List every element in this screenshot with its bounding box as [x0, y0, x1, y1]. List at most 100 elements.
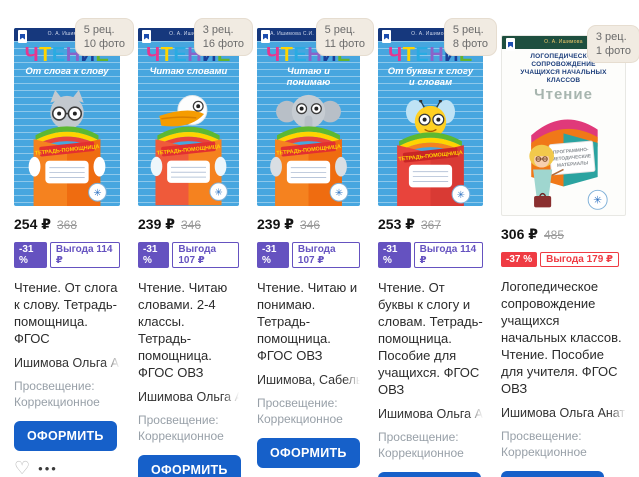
benefit-badge: Выгода 107 ₽: [172, 242, 239, 268]
publisher-emblem-icon: [329, 182, 349, 202]
svg-text:✳: ✳: [335, 188, 343, 199]
price-row: 254 ₽ 368: [14, 216, 120, 233]
publisher-label: Просвещение: Коррекционное: [378, 430, 464, 460]
checkout-button[interactable]: ОФОРМИТЬ: [501, 471, 604, 477]
product-title[interactable]: Чтение. Читаю и понимаю. Тетрадь-помощни…: [257, 280, 358, 363]
book-cover[interactable]: О.А. Ишимова С.И. Сабельникова ЧТЕНИЕ Чи…: [257, 28, 360, 206]
product-title[interactable]: Чтение. От буквы к слогу и словам. Тетра…: [378, 280, 483, 397]
reviews-badge[interactable]: 3 рец. 16 фото: [193, 18, 253, 56]
product-title[interactable]: Логопедическое сопровождение учащихся на…: [501, 279, 622, 396]
reviews-badge[interactable]: 3 рец. 1 фото: [586, 25, 639, 63]
elephant-illustration: ТЕТРАДЬ-ПОМОЩНИЦА ✳: [270, 94, 349, 206]
reviews-badge[interactable]: 5 рец. 10 фото: [74, 18, 134, 56]
discount-row: -31 % Выгода 107 ₽: [257, 242, 360, 268]
publisher-emblem-icon: [587, 189, 608, 210]
more-options-ellipsis-icon[interactable]: •••: [38, 460, 58, 476]
reviews-badge[interactable]: 5 рец. 11 фото: [315, 18, 374, 56]
price-current: 306 ₽: [501, 226, 538, 242]
badge-reviews-count: 3 рец.: [202, 24, 234, 36]
discount-badge: -37 %: [501, 252, 538, 267]
publisher-label: Просвещение: Коррекционное: [138, 413, 224, 443]
badge-photos-count: 1 фото: [595, 45, 631, 57]
price-row: 239 ₽ 346: [257, 216, 360, 233]
discount-row: -31 % Выгода 114 ₽: [14, 242, 120, 268]
checkout-button[interactable]: ОФОРМИТЬ: [138, 455, 241, 477]
pelican-illustration: ТЕТРАДЬ-ПОМОЩНИЦА ✳: [150, 95, 228, 206]
product-card: 5 рец. 8 фото О. А. Ишимова ЧТЕНИЕ От бу…: [378, 18, 497, 477]
teacher-book-illustration: ПРОГРАММНО- МЕТОДИЧЕСКИЕ МАТЕРИАЛЫ ✳: [529, 119, 608, 210]
svg-text:ПРОГРАММНО- МЕТОДИ: ПРОГРАММНО- МЕТОДИЧЕСКИЕ МАТЕРИАЛЫ: [551, 147, 593, 170]
checkout-button[interactable]: ОФОРМИТЬ: [378, 472, 481, 477]
price-old: 346: [300, 218, 321, 232]
favorite-heart-icon[interactable]: ♡: [14, 458, 31, 477]
badge-reviews-count: 5 рец.: [83, 24, 115, 36]
book-cover[interactable]: О. А. Ишимова ЧТЕНИЕ От буквы к слогу и …: [378, 28, 483, 206]
prosveshchenie-logo-icon: [382, 30, 391, 43]
price-row: 239 ₽ 346: [138, 216, 239, 233]
product-card: 5 рец. 10 фото О. А. Ишимова ЧТЕНИЕ От с…: [14, 18, 134, 477]
badge-photos-count: 10 фото: [83, 38, 125, 50]
product-author: Ишимова Ольга Анатольевна: [14, 356, 120, 370]
cover-subtitle: Читаю и понимаю: [286, 66, 331, 88]
bee-illustration: ТЕТРАДЬ-ПОМОЩНИЦА ✳: [397, 100, 471, 206]
book-cover[interactable]: О. А. Ишимова ЧТЕНИЕ Читаю словами ТЕТРА…: [138, 28, 239, 206]
badge-photos-count: 16 фото: [202, 38, 244, 50]
cover-subtitle: От слога к слову: [25, 66, 109, 77]
badge-reviews-count: 3 рец.: [595, 31, 627, 43]
discount-badge: -31 %: [378, 242, 411, 268]
prosveshchenie-logo-icon: [142, 30, 151, 43]
publisher-emblem-icon: [88, 182, 107, 202]
cover-subtitle: Читаю словами: [149, 66, 228, 77]
product-card: 3 рец. 16 фото О. А. Ишимова ЧТЕНИЕ Чита…: [138, 18, 253, 477]
price-current: 239 ₽: [138, 216, 175, 232]
discount-row: -31 % Выгода 107 ₽: [138, 242, 239, 268]
publisher-label: Просвещение: Коррекционное: [257, 396, 343, 426]
benefit-badge: Выгода 114 ₽: [413, 242, 483, 268]
discount-badge: -31 %: [257, 242, 289, 268]
cat-illustration: ТЕТРАДЬ-ПОМОЩНИЦА ✳: [28, 89, 107, 206]
prosveshchenie-logo-icon: [506, 38, 515, 51]
price-current: 253 ₽: [378, 216, 415, 232]
book-cover[interactable]: О. А. Ишимова ЛОГОПЕДИЧЕСКОЕ СОПРОВОЖДЕН…: [501, 35, 626, 216]
prosveshchenie-logo-icon: [18, 30, 27, 43]
product-title[interactable]: Чтение. Читаю словами. 2-4 классы. Тетра…: [138, 280, 228, 380]
discount-badge: -31 %: [14, 242, 47, 268]
price-current: 239 ₽: [257, 216, 294, 232]
reviews-badge[interactable]: 5 рец. 8 фото: [443, 18, 497, 56]
cover-subtitle: От буквы к слогу и словам: [387, 66, 474, 88]
svg-text:✳: ✳: [593, 196, 602, 207]
badge-reviews-count: 5 рец.: [452, 24, 484, 36]
product-author: Ишимова Ольга Анатольевна: [378, 407, 483, 421]
discount-row: -37 % Выгода 179 ₽: [501, 252, 626, 267]
benefit-badge: Выгода 114 ₽: [49, 242, 120, 268]
product-title[interactable]: Чтение. От слога к слову. Тетрадь-помощн…: [14, 280, 118, 346]
discount-badge: -31 %: [138, 242, 170, 268]
svg-text:✳: ✳: [93, 188, 101, 199]
svg-text:✳: ✳: [457, 190, 465, 201]
product-author: Ишимова Ольга Анатольевна: [501, 406, 626, 420]
badge-photos-count: 11 фото: [324, 38, 365, 50]
price-row: 306 ₽ 485: [501, 226, 626, 243]
price-old: 368: [57, 218, 78, 232]
publisher-emblem-icon: [209, 182, 228, 201]
price-old: 346: [181, 218, 202, 232]
book-cover[interactable]: О. А. Ишимова ЧТЕНИЕ От слога к слову ТЕ…: [14, 28, 120, 206]
price-old: 367: [421, 218, 442, 232]
price-old: 485: [544, 228, 565, 242]
svg-text:✳: ✳: [215, 188, 223, 199]
badge-reviews-count: 5 рец.: [324, 24, 356, 36]
product-card: 3 рец. 1 фото О. А. Ишимова ЛОГОПЕДИЧЕСК…: [501, 25, 639, 477]
discount-row: -31 % Выгода 114 ₽: [378, 242, 483, 268]
price-row: 253 ₽ 367: [378, 216, 483, 233]
publisher-label: Просвещение: Коррекционное: [501, 429, 587, 459]
publisher-emblem-icon: [451, 184, 471, 204]
prosveshchenie-logo-icon: [261, 30, 270, 43]
benefit-badge: Выгода 107 ₽: [291, 242, 360, 268]
product-author: Ишимова, Сабельникова: [257, 373, 360, 387]
cover-title: ЛОГОПЕДИЧЕСКОЕ СОПРОВОЖДЕНИЕ УЧАЩИХСЯ НА…: [520, 53, 607, 84]
checkout-button[interactable]: ОФОРМИТЬ: [257, 438, 360, 468]
product-card: 5 рец. 11 фото О.А. Ишимова С.И. Сабельн…: [257, 18, 374, 477]
checkout-button[interactable]: ОФОРМИТЬ: [14, 421, 117, 451]
benefit-badge: Выгода 179 ₽: [540, 252, 620, 267]
